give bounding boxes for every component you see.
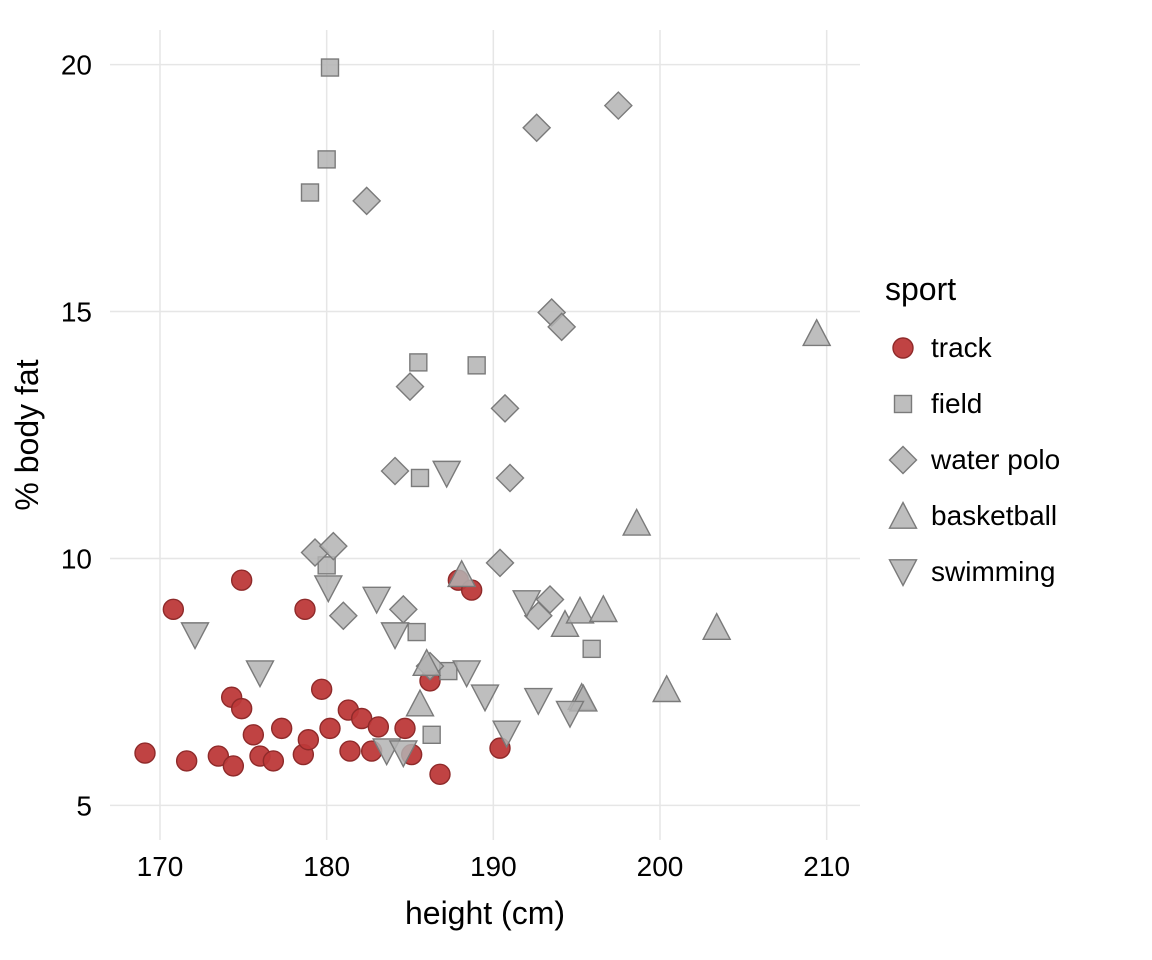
data-point-field bbox=[423, 726, 440, 743]
data-point-track bbox=[295, 599, 315, 619]
data-point-track bbox=[177, 751, 197, 771]
x-tick-label: 180 bbox=[303, 851, 350, 882]
data-point-track bbox=[223, 756, 243, 776]
data-point-track bbox=[243, 725, 263, 745]
x-tick-label: 200 bbox=[637, 851, 684, 882]
legend-title: sport bbox=[885, 271, 956, 307]
data-point-track bbox=[272, 718, 292, 738]
data-point-track bbox=[430, 764, 450, 784]
x-tick-label: 190 bbox=[470, 851, 517, 882]
legend-swatch-field bbox=[895, 396, 912, 413]
legend-label: field bbox=[931, 388, 982, 419]
y-tick-label: 10 bbox=[61, 543, 92, 574]
legend-label: basketball bbox=[931, 500, 1057, 531]
data-point-track bbox=[232, 570, 252, 590]
data-point-track bbox=[395, 718, 415, 738]
y-tick-label: 20 bbox=[61, 50, 92, 81]
data-point-field bbox=[412, 469, 429, 486]
y-tick-label: 5 bbox=[76, 790, 92, 821]
data-point-track bbox=[298, 730, 318, 750]
data-point-field bbox=[302, 184, 319, 201]
data-point-field bbox=[318, 151, 335, 168]
data-point-track bbox=[163, 599, 183, 619]
legend-label: track bbox=[931, 332, 993, 363]
data-point-track bbox=[263, 751, 283, 771]
scatter-chart: 170 180 190 200 210 5 10 15 20 height (cm) % body … bbox=[0, 0, 1152, 960]
data-point-track bbox=[320, 718, 340, 738]
data-point-track bbox=[232, 699, 252, 719]
data-point-field bbox=[408, 624, 425, 641]
x-tick-label: 210 bbox=[803, 851, 850, 882]
data-point-field bbox=[468, 357, 485, 374]
legend-label: water polo bbox=[930, 444, 1060, 475]
legend-label: swimming bbox=[931, 556, 1055, 587]
data-point-field bbox=[583, 640, 600, 657]
data-point-track bbox=[135, 743, 155, 763]
y-axis-label: % body fat bbox=[9, 359, 45, 510]
data-point-track bbox=[312, 679, 332, 699]
data-point-field bbox=[322, 59, 339, 76]
data-point-track bbox=[368, 717, 388, 737]
data-point-field bbox=[410, 354, 427, 371]
data-point-track bbox=[340, 741, 360, 761]
x-tick-label: 170 bbox=[137, 851, 184, 882]
x-axis-label: height (cm) bbox=[405, 895, 565, 931]
y-tick-label: 15 bbox=[61, 297, 92, 328]
chart-container: 170 180 190 200 210 5 10 15 20 height (cm) % body … bbox=[0, 0, 1152, 960]
legend-swatch-track bbox=[893, 338, 913, 358]
